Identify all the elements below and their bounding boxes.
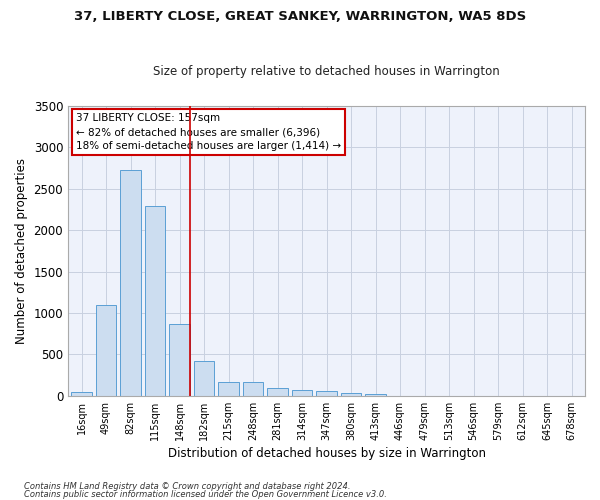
Bar [292,390,313,396]
Y-axis label: Number of detached properties: Number of detached properties [15,158,28,344]
X-axis label: Distribution of detached houses by size in Warrington: Distribution of detached houses by size … [167,447,485,460]
Bar [120,170,141,396]
Bar [316,392,337,396]
Text: Contains public sector information licensed under the Open Government Licence v3: Contains public sector information licen… [24,490,387,499]
Text: Contains HM Land Registry data © Crown copyright and database right 2024.: Contains HM Land Registry data © Crown c… [24,482,350,491]
Bar [365,394,386,396]
Text: 37, LIBERTY CLOSE, GREAT SANKEY, WARRINGTON, WA5 8DS: 37, LIBERTY CLOSE, GREAT SANKEY, WARRING… [74,10,526,23]
Bar [242,382,263,396]
Bar [145,206,166,396]
Bar [169,324,190,396]
Bar [194,361,214,396]
Bar [267,388,288,396]
Bar [218,382,239,396]
Text: 37 LIBERTY CLOSE: 157sqm
← 82% of detached houses are smaller (6,396)
18% of sem: 37 LIBERTY CLOSE: 157sqm ← 82% of detach… [76,114,341,152]
Bar [71,392,92,396]
Bar [341,394,361,396]
Bar [95,305,116,396]
Title: Size of property relative to detached houses in Warrington: Size of property relative to detached ho… [153,66,500,78]
